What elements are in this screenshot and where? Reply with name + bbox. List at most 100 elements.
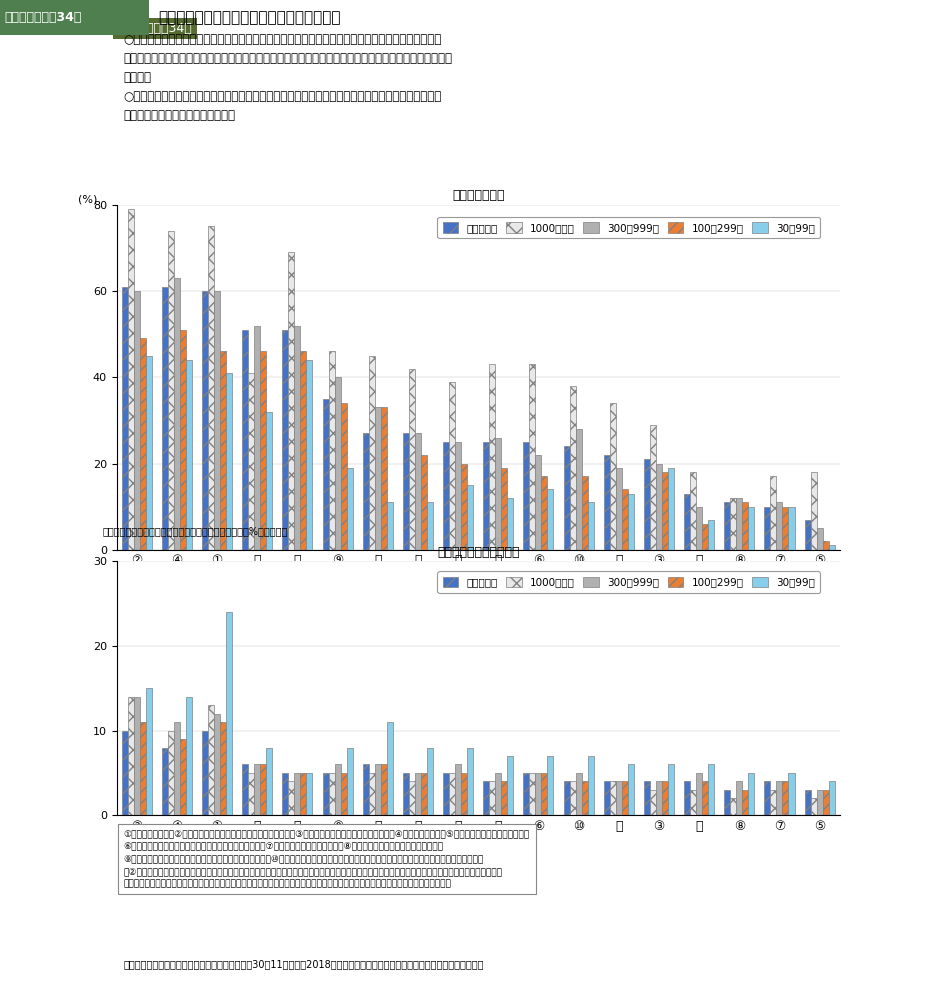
Bar (168, 230, 174, 550)
Bar (403, 434, 409, 550)
Bar (628, 494, 634, 550)
Bar (174, 722, 180, 816)
Bar (576, 773, 581, 816)
Bar (369, 773, 375, 816)
Bar (724, 502, 731, 550)
Bar (161, 287, 168, 550)
FancyBboxPatch shape (0, 0, 149, 35)
Bar (811, 472, 816, 550)
Bar (455, 765, 461, 816)
Bar (186, 360, 192, 550)
Bar (523, 442, 529, 550)
Bar (644, 459, 650, 550)
Bar (656, 782, 661, 816)
Bar (180, 330, 186, 550)
Bar (443, 773, 449, 816)
Bar (341, 403, 346, 550)
Bar (569, 782, 576, 816)
Bar (254, 326, 260, 550)
Bar (328, 773, 335, 816)
Text: 第２－（２）－34図: 第２－（２）－34図 (5, 11, 82, 24)
Bar (529, 365, 536, 550)
Bar (508, 498, 513, 550)
Bar (381, 408, 387, 550)
Bar (133, 696, 140, 816)
Bar (128, 209, 133, 550)
Bar (421, 773, 427, 816)
Bar (363, 765, 369, 816)
Bar (455, 442, 461, 550)
Bar (146, 356, 152, 550)
Bar (375, 408, 381, 550)
Bar (443, 442, 449, 550)
Bar (708, 520, 714, 550)
Bar (661, 782, 668, 816)
Bar (829, 545, 835, 550)
Bar (328, 352, 335, 550)
Bar (656, 464, 661, 550)
Bar (220, 722, 226, 816)
Bar (731, 498, 736, 550)
Bar (409, 369, 415, 550)
Bar (323, 773, 328, 816)
Bar (243, 330, 248, 550)
Bar (536, 455, 541, 550)
Bar (508, 757, 513, 816)
Text: ①休暇取得の促進、②長時間労働削減のための労働時間管理の強化、③「勤務間インターバル制度」の導入、④残業削減の推進、⑤朝型勤務・「ゆう活」の実施、
⑥「フレック: ①休暇取得の促進、②長時間労働削減のための労働時間管理の強化、③「勤務間インター… (124, 830, 530, 889)
Bar (771, 790, 776, 816)
Bar (743, 502, 748, 550)
Bar (541, 773, 548, 816)
Bar (495, 438, 501, 550)
Bar (703, 524, 708, 550)
Bar (495, 773, 501, 816)
Bar (461, 464, 467, 550)
Text: 企業規模別にみた働き方改革の取組について: 企業規模別にみた働き方改革の取組について (159, 10, 341, 25)
Bar (736, 782, 743, 816)
Bar (133, 291, 140, 550)
Bar (288, 253, 295, 550)
Bar (708, 765, 714, 816)
Bar (226, 612, 232, 816)
Bar (306, 773, 313, 816)
Bar (564, 782, 569, 816)
Bar (220, 352, 226, 550)
Bar (788, 507, 795, 550)
Bar (214, 291, 220, 550)
Bar (260, 765, 266, 816)
Bar (375, 765, 381, 816)
Bar (335, 765, 341, 816)
Bar (644, 782, 650, 816)
Bar (501, 782, 508, 816)
Bar (489, 782, 495, 816)
Bar (616, 782, 621, 816)
Bar (202, 291, 208, 550)
Bar (776, 782, 783, 816)
Bar (650, 425, 656, 550)
Bar (421, 455, 427, 550)
Bar (650, 790, 656, 816)
Bar (804, 790, 811, 816)
Bar (668, 468, 674, 550)
Bar (696, 773, 703, 816)
Bar (588, 502, 593, 550)
Bar (628, 765, 634, 816)
Bar (703, 782, 708, 816)
Bar (483, 782, 489, 816)
Bar (748, 773, 755, 816)
Bar (283, 773, 288, 816)
Bar (696, 507, 703, 550)
Bar (743, 790, 748, 816)
Bar (168, 730, 174, 816)
Bar (731, 799, 736, 816)
Bar (604, 455, 610, 550)
Bar (214, 713, 220, 816)
Bar (764, 782, 771, 816)
Bar (288, 782, 295, 816)
Bar (427, 502, 433, 550)
Bar (764, 507, 771, 550)
Bar (548, 489, 553, 550)
Bar (811, 799, 816, 816)
Title: 今後新たに実施する予定: 今後新たに実施する予定 (437, 545, 520, 558)
Bar (260, 352, 266, 550)
Bar (489, 365, 495, 550)
